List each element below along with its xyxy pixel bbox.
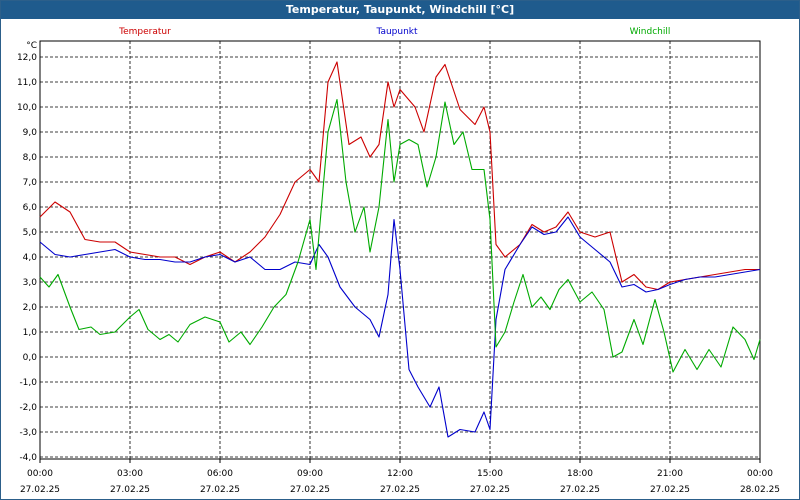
chart-title: Temperatur, Taupunkt, Windchill [°C] bbox=[1, 1, 799, 19]
x-tick-time: 06:00 bbox=[207, 469, 233, 479]
y-tick-label: 1,0 bbox=[23, 328, 38, 338]
series-line-windchill bbox=[39, 98, 761, 373]
y-tick-label: 0,0 bbox=[23, 353, 38, 363]
y-tick-label: 3,0 bbox=[23, 278, 38, 288]
x-tick-date: 28.02.25 bbox=[740, 485, 780, 495]
y-tick-label: 2,0 bbox=[23, 303, 38, 313]
legend-taupunkt: Taupunkt bbox=[375, 27, 418, 37]
y-axis-unit: °C bbox=[26, 41, 37, 51]
x-tick-date: 27.02.25 bbox=[200, 485, 240, 495]
y-tick-label: 12,0 bbox=[17, 53, 37, 63]
series-line-temperatur bbox=[39, 61, 760, 291]
x-tick-date: 27.02.25 bbox=[650, 485, 690, 495]
y-tick-label: 5,0 bbox=[23, 228, 38, 238]
y-tick-label: 10,0 bbox=[17, 103, 37, 113]
x-tick-time: 09:00 bbox=[297, 469, 323, 479]
y-tick-label: -4,0 bbox=[19, 453, 37, 463]
y-tick-label: -1,0 bbox=[19, 378, 37, 388]
x-tick-time: 00:00 bbox=[27, 469, 53, 479]
x-tick-date: 27.02.25 bbox=[20, 485, 60, 495]
y-tick-label: 8,0 bbox=[23, 153, 38, 163]
legend-windchill: Windchill bbox=[630, 27, 671, 37]
y-tick-label: -2,0 bbox=[19, 403, 37, 413]
x-tick-time: 21:00 bbox=[657, 469, 683, 479]
y-tick-label: 7,0 bbox=[23, 178, 38, 188]
x-tick-date: 27.02.25 bbox=[290, 485, 330, 495]
x-tick-date: 27.02.25 bbox=[470, 485, 510, 495]
x-tick-time: 12:00 bbox=[387, 469, 413, 479]
y-tick-label: -3,0 bbox=[19, 428, 37, 438]
y-tick-label: 9,0 bbox=[23, 128, 38, 138]
x-tick-time: 00:00 bbox=[747, 469, 773, 479]
x-tick-date: 27.02.25 bbox=[380, 485, 420, 495]
y-tick-label: 4,0 bbox=[23, 253, 38, 263]
y-tick-label: 6,0 bbox=[23, 203, 38, 213]
x-tick-date: 27.02.25 bbox=[110, 485, 150, 495]
legend-temperatur: Temperatur bbox=[118, 27, 171, 37]
x-tick-time: 15:00 bbox=[477, 469, 503, 479]
y-tick-label: 11,0 bbox=[17, 78, 37, 88]
series-line-taupunkt bbox=[39, 216, 761, 438]
x-tick-date: 27.02.25 bbox=[560, 485, 600, 495]
x-tick-time: 03:00 bbox=[117, 469, 143, 479]
x-tick-time: 18:00 bbox=[567, 469, 593, 479]
